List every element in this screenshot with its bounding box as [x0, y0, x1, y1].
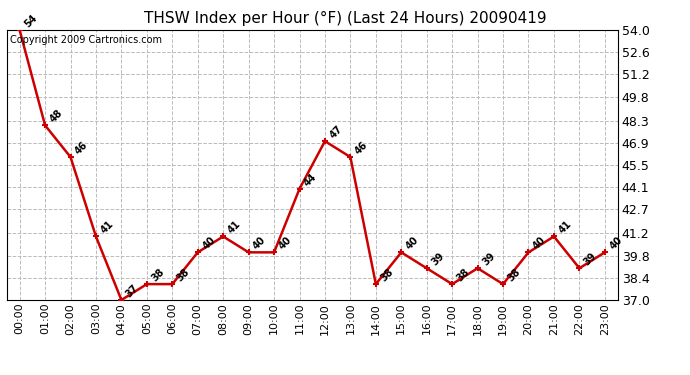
Text: 40: 40: [531, 235, 548, 252]
Text: Copyright 2009 Cartronics.com: Copyright 2009 Cartronics.com: [10, 35, 162, 45]
Text: 40: 40: [201, 235, 217, 252]
Text: 41: 41: [226, 219, 243, 236]
Text: 37: 37: [124, 283, 141, 299]
Text: 38: 38: [175, 267, 192, 284]
Text: THSW Index per Hour (°F) (Last 24 Hours) 20090419: THSW Index per Hour (°F) (Last 24 Hours)…: [144, 11, 546, 26]
Text: 39: 39: [480, 251, 497, 267]
Text: 46: 46: [73, 140, 90, 156]
Text: 48: 48: [48, 108, 65, 124]
Text: 40: 40: [404, 235, 421, 252]
Text: 44: 44: [302, 171, 319, 188]
Text: 38: 38: [150, 267, 166, 284]
Text: 41: 41: [557, 219, 573, 236]
Text: 39: 39: [582, 251, 599, 267]
Text: 40: 40: [277, 235, 293, 252]
Text: 38: 38: [455, 267, 472, 284]
Text: 38: 38: [379, 267, 395, 284]
Text: 39: 39: [429, 251, 446, 267]
Text: 40: 40: [608, 235, 624, 252]
Text: 41: 41: [99, 219, 115, 236]
Text: 46: 46: [353, 140, 370, 156]
Text: 38: 38: [506, 267, 522, 284]
Text: 40: 40: [251, 235, 268, 252]
Text: 54: 54: [22, 13, 39, 29]
Text: 47: 47: [328, 124, 344, 140]
